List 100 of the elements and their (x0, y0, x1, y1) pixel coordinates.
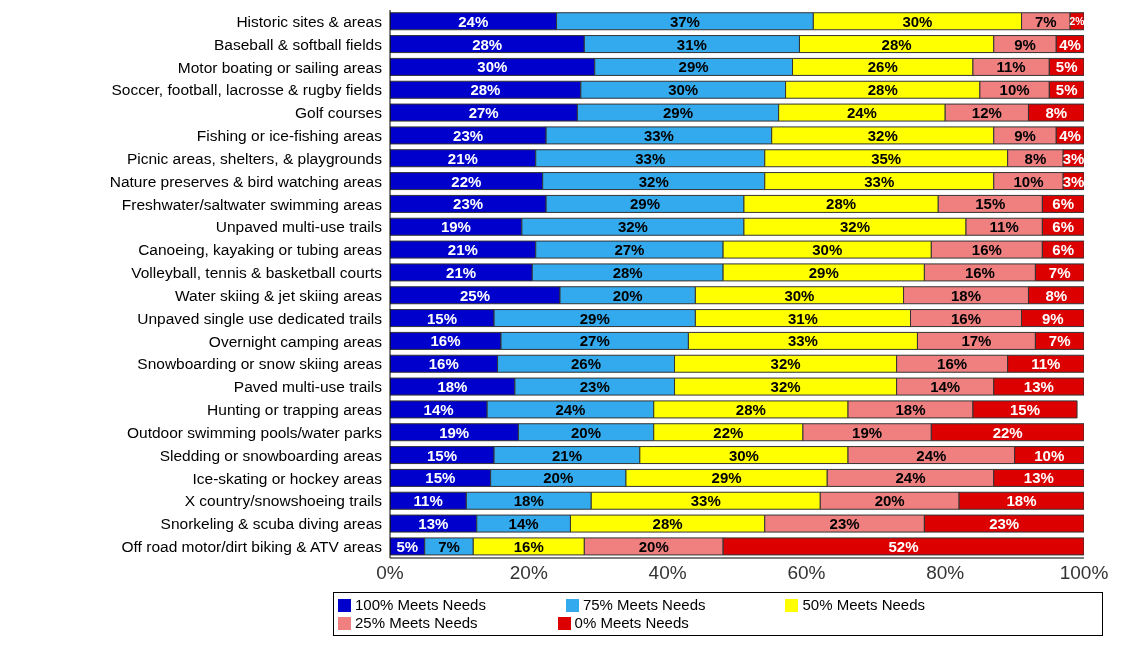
data-label: 32% (867, 126, 898, 144)
data-label: 11% (989, 218, 1019, 236)
data-label: 18% (513, 492, 544, 510)
data-label: 24% (916, 446, 947, 464)
data-label: 7% (1034, 12, 1057, 30)
data-label: 29% (711, 469, 742, 487)
data-label: 28% (472, 35, 503, 53)
data-label: 32% (638, 172, 669, 190)
data-label: 16% (937, 355, 968, 373)
data-label: 21% (551, 446, 582, 464)
x-tick-label: 100% (1059, 562, 1109, 584)
data-label: 15% (427, 309, 458, 327)
data-label: 32% (770, 378, 801, 396)
y-tick-label: Snorkeling & scuba diving areas (160, 515, 383, 533)
data-label: 29% (678, 58, 709, 76)
data-label: 23% (579, 378, 610, 396)
data-label: 18% (1006, 492, 1037, 510)
data-label: 5% (396, 537, 419, 555)
data-label: 21% (447, 149, 478, 167)
data-label: 13% (1023, 469, 1054, 487)
y-tick-label: Unpaved multi-use trails (215, 218, 383, 236)
data-label: 12% (971, 104, 1002, 122)
legend-label: 75% Meets Needs (582, 596, 706, 613)
data-label: 23% (829, 515, 860, 533)
y-tick-label: Golf courses (294, 104, 383, 122)
data-label: 19% (852, 423, 883, 441)
data-label: 33% (690, 492, 721, 510)
data-label: 35% (871, 149, 902, 167)
data-label: 30% (668, 81, 699, 99)
data-label: 30% (784, 286, 815, 304)
y-tick-label: X country/snowshoeing trails (184, 492, 383, 510)
data-label: 33% (864, 172, 895, 190)
data-label: 3% (1062, 172, 1085, 190)
data-label: 30% (728, 446, 759, 464)
x-tick-label: 60% (787, 562, 826, 584)
data-label: 16% (964, 263, 995, 281)
y-tick-label: Ice-skating or hockey areas (192, 469, 383, 487)
data-label: 30% (902, 12, 933, 30)
x-tick-label: 0% (376, 562, 404, 584)
data-label: 25% (460, 286, 491, 304)
data-label: 18% (895, 400, 926, 418)
data-label: 20% (571, 423, 602, 441)
data-label: 16% (971, 241, 1002, 259)
data-label: 10% (1013, 172, 1044, 190)
data-label: 7% (1048, 332, 1071, 350)
data-label: 29% (808, 263, 839, 281)
data-label: 20% (638, 537, 669, 555)
data-label: 4% (1059, 126, 1081, 144)
y-tick-label: Sledding or snowboarding areas (159, 446, 383, 464)
y-tick-label: Motor boating or sailing areas (177, 58, 383, 76)
data-label: 20% (612, 286, 643, 304)
data-label: 5% (1055, 81, 1078, 99)
data-label: 20% (874, 492, 905, 510)
y-tick-label: Unpaved single use dedicated trails (137, 309, 383, 327)
data-label: 10% (1034, 446, 1065, 464)
data-label: 13% (1023, 378, 1054, 396)
data-label: 22% (992, 423, 1023, 441)
data-label: 16% (430, 332, 461, 350)
data-label: 28% (867, 81, 898, 99)
data-label: 31% (676, 35, 707, 53)
data-label: 27% (614, 241, 645, 259)
data-label: 7% (1048, 263, 1071, 281)
y-tick-label: Off road motor/dirt biking & ATV areas (121, 538, 383, 556)
y-tick-label: Nature preserves & bird watching areas (109, 172, 383, 190)
data-label: 8% (1045, 104, 1068, 122)
y-tick-label: Water skiing & jet skiing areas (174, 286, 383, 304)
data-label: 31% (787, 309, 818, 327)
data-label: 7% (438, 537, 460, 555)
data-label: 24% (895, 469, 926, 487)
data-label: 28% (612, 263, 643, 281)
data-label: 14% (423, 400, 454, 418)
data-label: 8% (1045, 286, 1068, 304)
data-label: 24% (846, 104, 877, 122)
data-label: 28% (881, 35, 912, 53)
x-tick-label: 20% (509, 562, 548, 584)
data-label: 19% (440, 218, 471, 236)
data-label: 28% (470, 81, 501, 99)
data-label: 15% (975, 195, 1006, 213)
data-label: 14% (930, 378, 961, 396)
data-label: 15% (1009, 400, 1041, 418)
data-label: 21% (447, 241, 478, 259)
x-tick-label: 80% (926, 562, 965, 584)
data-label: 27% (579, 332, 610, 350)
data-label: 29% (579, 309, 610, 327)
data-label: 30% (812, 241, 843, 259)
data-label: 6% (1052, 195, 1075, 213)
data-label: 15% (425, 469, 456, 487)
data-label: 29% (630, 195, 661, 213)
y-tick-label: Snowboarding or snow skiing areas (137, 355, 383, 373)
y-tick-label: Canoeing, kayaking or tubing areas (138, 241, 383, 259)
data-label: 22% (713, 423, 744, 441)
y-tick-label: Historic sites & areas (236, 12, 383, 30)
data-label: 10% (999, 81, 1030, 99)
data-label: 28% (652, 515, 683, 533)
y-tick-label: Freshwater/saltwater swimming areas (121, 195, 383, 213)
legend-label: 25% Meets Needs (355, 614, 478, 631)
data-label: 29% (662, 104, 694, 122)
data-label: 27% (468, 104, 499, 122)
data-label: 32% (770, 355, 801, 373)
y-tick-label: Volleyball, tennis & basketball courts (131, 264, 383, 282)
